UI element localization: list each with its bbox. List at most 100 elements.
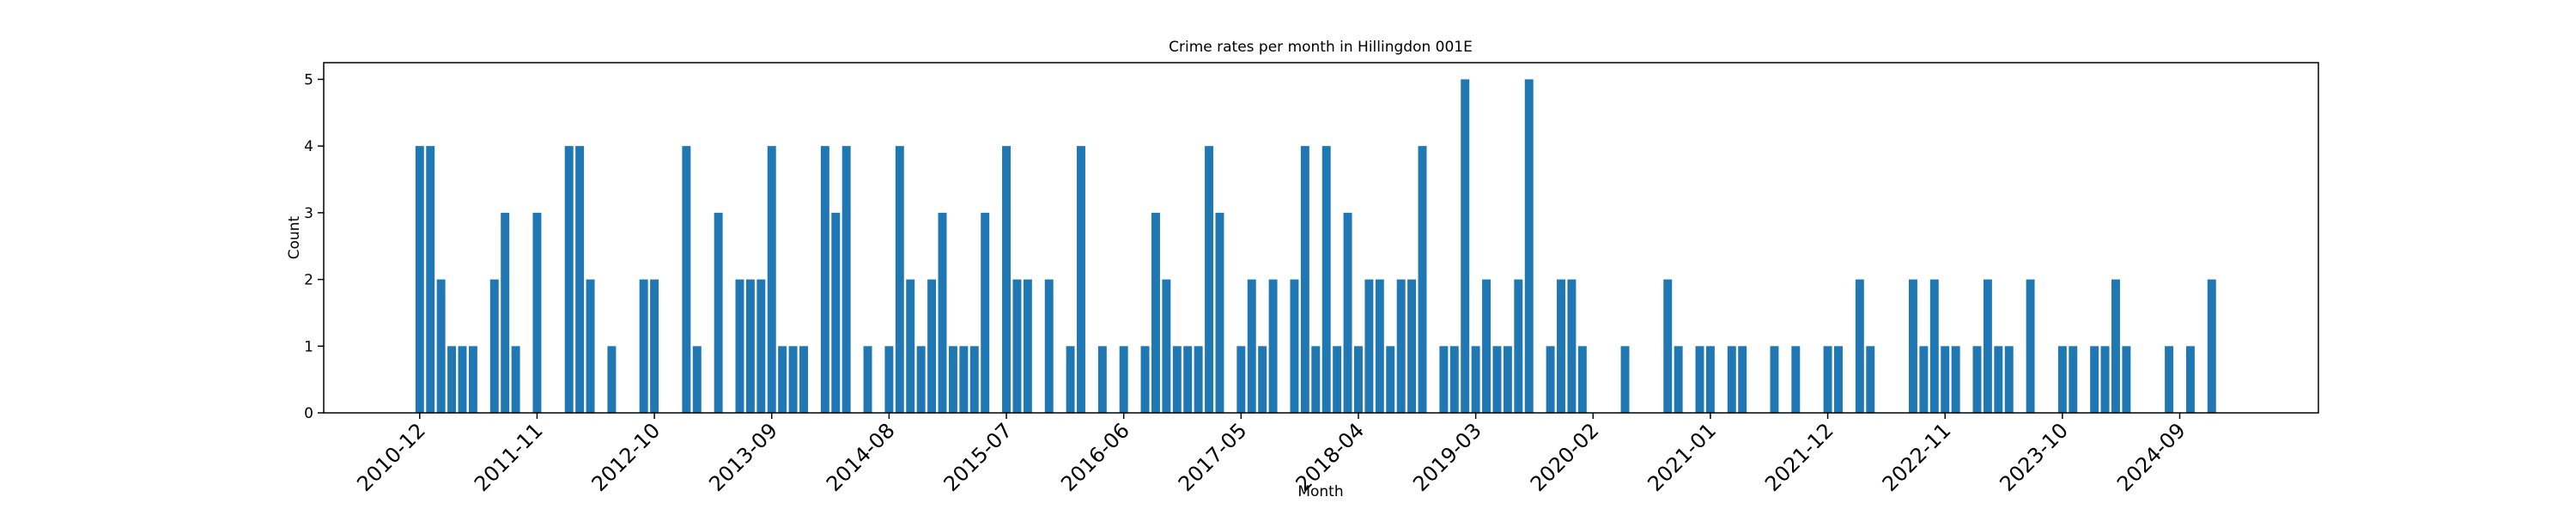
bar: [489, 279, 499, 413]
bar: [1012, 279, 1022, 413]
bar: [778, 346, 787, 413]
bar: [2165, 346, 2174, 413]
bar: [938, 212, 947, 413]
bar: [1471, 346, 1480, 413]
bar: [564, 146, 574, 413]
bar: [906, 279, 915, 413]
bar: [458, 346, 467, 413]
bar: [2100, 346, 2110, 413]
bar: [1834, 346, 1843, 413]
bar: [1705, 346, 1715, 413]
bar: [447, 346, 457, 413]
y-tick-label: 5: [304, 71, 313, 88]
bar: [1268, 279, 1278, 413]
bar: [1311, 346, 1321, 413]
bar: [884, 346, 894, 413]
bar: [1461, 79, 1470, 413]
bar: [1151, 212, 1160, 413]
bar: [2057, 346, 2067, 413]
bar: [767, 146, 776, 413]
bar: [1290, 279, 1299, 413]
bar: [714, 212, 723, 413]
bar: [1205, 146, 1214, 413]
bar: [1951, 346, 1960, 413]
bar: [1407, 279, 1417, 413]
bar: [948, 346, 957, 413]
bar: [1791, 346, 1801, 413]
bar: [1396, 279, 1406, 413]
bar: [1097, 346, 1107, 413]
chart-title: Crime rates per month in Hillingdon 001E: [1169, 39, 1473, 56]
bar: [756, 279, 766, 413]
bar: [1449, 346, 1459, 413]
bar: [1503, 346, 1512, 413]
bar: [1492, 346, 1502, 413]
bar: [927, 279, 937, 413]
bar: [1364, 279, 1374, 413]
bar: [1077, 146, 1085, 413]
x-tick-label: 2021-12: [1760, 418, 1838, 496]
bar: [1354, 346, 1363, 413]
x-tick-label: 2022-11: [1878, 418, 1956, 496]
bar: [692, 346, 702, 413]
bar: [1321, 146, 1331, 413]
bar: [799, 346, 808, 413]
bar: [1994, 346, 2003, 413]
bar: [1567, 279, 1577, 413]
bar: [501, 212, 510, 413]
bar: [1375, 279, 1384, 413]
bar: [1620, 346, 1630, 413]
bar: [1418, 146, 1427, 413]
bar: [532, 212, 542, 413]
bar: [1577, 346, 1587, 413]
bar: [1695, 346, 1704, 413]
bar: [1941, 346, 1950, 413]
bar: [415, 146, 424, 413]
x-tick-label: 2014-08: [822, 418, 900, 496]
bar: [1855, 279, 1864, 413]
bar: [1929, 279, 1939, 413]
bar: [426, 146, 435, 413]
y-tick-label: 1: [304, 338, 313, 355]
bar: [1674, 346, 1683, 413]
bar: [1247, 279, 1256, 413]
bar: [745, 279, 755, 413]
bar: [1557, 279, 1565, 413]
plot-frame: [323, 62, 2319, 414]
bar: [1770, 346, 1779, 413]
bar: [1738, 346, 1747, 413]
y-tick-label: 0: [304, 405, 313, 422]
x-tick-label: 2012-10: [587, 418, 665, 496]
bar: [916, 346, 926, 413]
bar: [1524, 79, 1534, 413]
bar: [2090, 346, 2099, 413]
bar: [511, 346, 520, 413]
bar: [1727, 346, 1736, 413]
bar: [468, 346, 477, 413]
bar: [1514, 279, 1523, 413]
bar: [1663, 279, 1673, 413]
bar: [1215, 212, 1224, 413]
y-tick-label: 3: [304, 205, 313, 222]
bar: [1236, 346, 1246, 413]
bar: [1023, 279, 1032, 413]
x-tick-label: 2023-10: [1995, 418, 2073, 496]
bar: [1919, 346, 1929, 413]
y-tick-label: 2: [304, 272, 313, 289]
x-tick-label: 2013-09: [704, 418, 782, 496]
bar: [895, 146, 904, 413]
x-axis-label: Month: [1297, 483, 1343, 500]
bar: [1546, 346, 1555, 413]
bar: [1044, 279, 1054, 413]
bar: [2004, 346, 2014, 413]
bar: [831, 212, 841, 413]
bar: [1908, 279, 1917, 413]
bar: [1140, 346, 1150, 413]
x-tick-label: 2010-12: [352, 418, 430, 496]
bar: [788, 346, 798, 413]
bar: [2185, 346, 2195, 413]
bar: [820, 146, 829, 413]
bar: [586, 279, 595, 413]
bar: [2122, 346, 2131, 413]
